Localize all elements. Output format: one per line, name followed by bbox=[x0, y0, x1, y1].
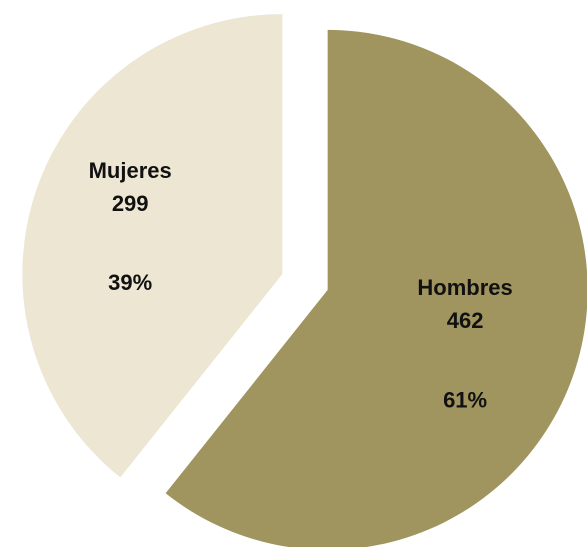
pie-slice-hombres bbox=[165, 29, 587, 547]
slice-value-label-mujeres: 299 bbox=[112, 191, 149, 216]
slice-name-label-hombres: Hombres bbox=[417, 275, 512, 300]
pie-labels: Hombres 462 61% Mujeres 299 39% bbox=[89, 158, 513, 412]
pie-slice-mujeres bbox=[22, 14, 283, 478]
slice-percent-label-mujeres: 39% bbox=[108, 270, 152, 295]
slice-value-label-hombres: 462 bbox=[447, 308, 484, 333]
slice-name-label-mujeres: Mujeres bbox=[89, 158, 172, 183]
pie-slices bbox=[22, 14, 587, 547]
slice-percent-label-hombres: 61% bbox=[443, 387, 487, 412]
